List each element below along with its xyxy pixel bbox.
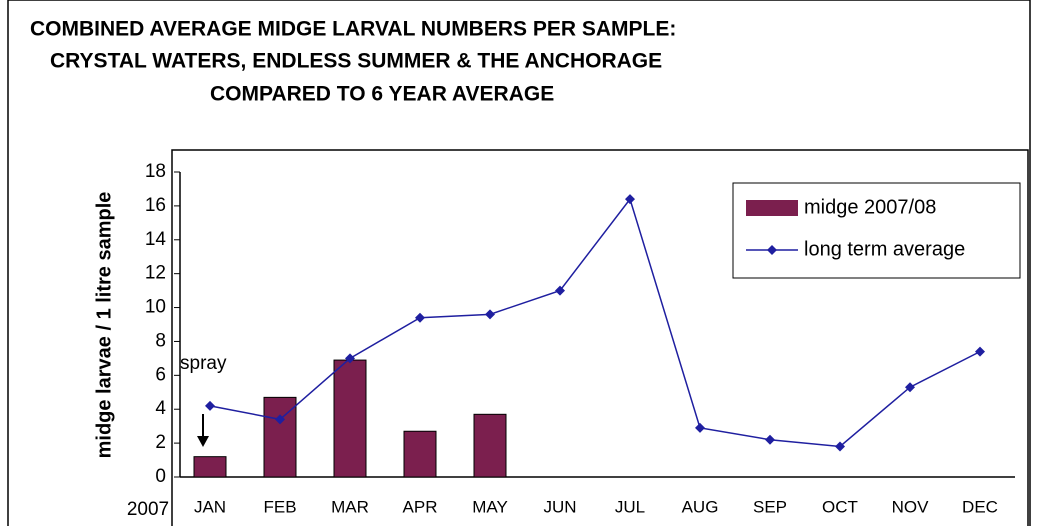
line-marker [275,414,285,425]
x-tick-label: SEP [753,497,787,516]
line-marker [555,285,565,296]
y-tick-label: 10 [145,297,166,318]
x-tick-label: AUG [682,497,719,516]
y-tick-label: 4 [155,398,166,419]
arrow-head [197,436,209,447]
x-tick-label: MAY [472,497,508,516]
x-tick-label: JAN [194,497,226,516]
outer-frame [7,0,1031,526]
line-marker [765,434,775,445]
chart-title: COMBINED AVERAGE MIDGE LARVAL NUMBERS PE… [30,18,676,41]
y-tick-label: 2 [155,432,166,453]
legend-box [732,182,1021,279]
line-marker [975,346,985,357]
y-tick-label: 16 [145,195,166,216]
line-marker [835,441,845,452]
line-marker [485,309,495,320]
line-marker [625,194,635,205]
x-tick-label: FEB [263,497,296,516]
x-tick-label: APR [403,497,438,516]
line [209,197,981,448]
bar [333,359,367,478]
x-tick-label: MAR [331,497,369,516]
x-tick-label: DEC [962,497,998,516]
bar [193,456,227,478]
year-label: 2007 [127,499,169,520]
x-tick-label: JUN [543,497,576,516]
y-tick-label: 14 [145,229,167,250]
y-tick-label: 18 [145,161,166,182]
bar [403,430,437,478]
annotation: spray [180,353,227,374]
chart-title: COMPARED TO 6 YEAR AVERAGE [210,83,554,106]
legend-label: midge 2007/08 [804,196,936,218]
y-axis-label: midge larvae / 1 litre sample [93,192,115,459]
chart-title: CRYSTAL WATERS, ENDLESS SUMMER & THE ANC… [50,50,662,73]
line-marker [695,422,705,433]
line-marker [345,353,355,364]
bar [473,413,507,478]
y-tick-label: 8 [155,330,166,351]
line-marker [905,382,915,393]
line-marker [205,400,215,411]
y-tick-label: 6 [155,364,166,385]
line-marker [415,312,425,323]
y-tick-label: 12 [145,263,166,284]
x-tick-label: NOV [892,497,930,516]
x-tick-label: JUL [615,497,645,516]
plot-frame [171,149,1029,526]
legend-label: long term average [804,238,965,260]
legend-swatch [746,200,798,216]
y-tick-label: 0 [155,466,166,487]
x-tick-label: OCT [822,497,858,516]
legend-marker [767,245,777,255]
